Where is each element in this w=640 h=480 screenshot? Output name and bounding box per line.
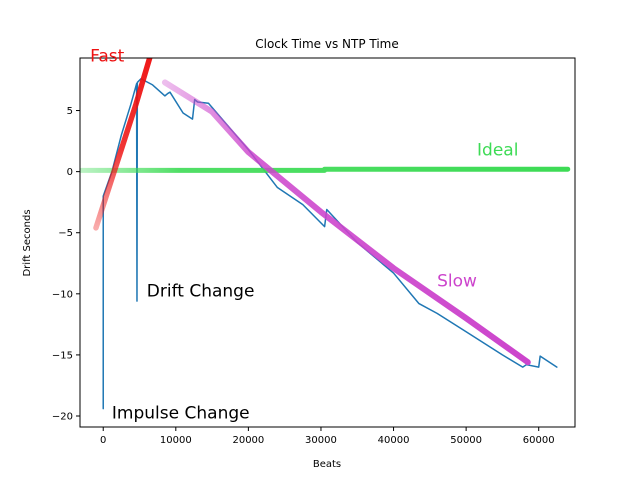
series-ideal-line: [80, 166, 571, 173]
x-tick-label: 10000: [160, 435, 192, 446]
series-fast-line: [93, 58, 153, 231]
x-axis: 0 10000 20000 30000 40000 50000 60000: [100, 427, 555, 446]
series-slow-line: [161, 79, 531, 366]
x-tick-label: 0: [100, 435, 106, 446]
x-tick-label: 20000: [232, 435, 264, 446]
y-axis-label: Drift Seconds: [22, 209, 33, 276]
annotation-fast: Fast: [90, 47, 124, 67]
y-axis: −20 −15 −10 −5 0 5: [52, 106, 80, 423]
y-tick-label: −5: [58, 228, 73, 239]
x-tick-label: 30000: [305, 435, 337, 446]
annotation-ideal: Ideal: [477, 141, 518, 161]
series-layer: [80, 58, 571, 410]
x-tick-label: 40000: [378, 435, 410, 446]
chart-title: Clock Time vs NTP Time: [255, 37, 399, 51]
plot-frame: [79, 57, 576, 428]
y-tick-label: 0: [67, 167, 73, 178]
y-tick-label: −20: [52, 412, 73, 423]
x-axis-label: Beats: [313, 459, 341, 470]
annotation-impulse-change: Impulse Change: [112, 403, 250, 423]
series-drift-line: [102, 78, 558, 410]
x-tick-label: 50000: [450, 435, 482, 446]
annotation-drift-change: Drift Change: [147, 281, 255, 301]
y-tick-label: 5: [67, 106, 73, 117]
annotations: Fast Ideal Slow Drift Change Impulse Change: [90, 47, 518, 424]
y-tick-label: −15: [52, 350, 73, 361]
y-tick-label: −10: [52, 289, 73, 300]
annotation-slow: Slow: [437, 271, 477, 291]
x-tick-label: 60000: [523, 435, 555, 446]
